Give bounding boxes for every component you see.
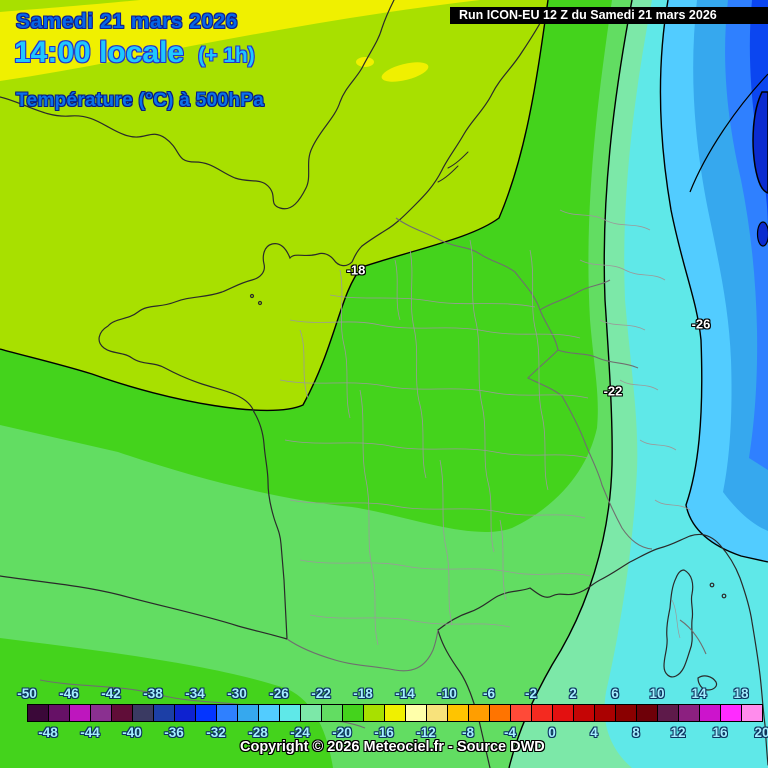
contour-minus18: [0, 0, 549, 412]
time-label: 14:00 locale (+ 1h): [14, 36, 255, 70]
run-info-bar: Run ICON-EU 12 Z du Samedi 21 mars 2026: [450, 7, 768, 24]
band-yellow-streak: [0, 0, 480, 81]
contour-value-label: -22: [603, 383, 623, 399]
contour-minus26: [659, 0, 768, 563]
variable-label: Température (°C) à 500hPa: [16, 90, 265, 111]
contour-value-label: -18: [346, 262, 366, 278]
date-label: Samedi 21 mars 2026: [16, 10, 238, 33]
time-offset: (+ 1h): [198, 44, 255, 67]
contour-minus30: [689, 73, 768, 193]
band-cold-core: [752, 91, 768, 194]
band-cold-core-small: [756, 221, 768, 247]
contour-minus22: [508, 0, 633, 768]
department-borders: [279, 209, 691, 646]
time-value: 14:00 locale: [14, 36, 185, 69]
band-green-southwest: [0, 638, 333, 768]
contour-value-label: -26: [691, 316, 711, 332]
